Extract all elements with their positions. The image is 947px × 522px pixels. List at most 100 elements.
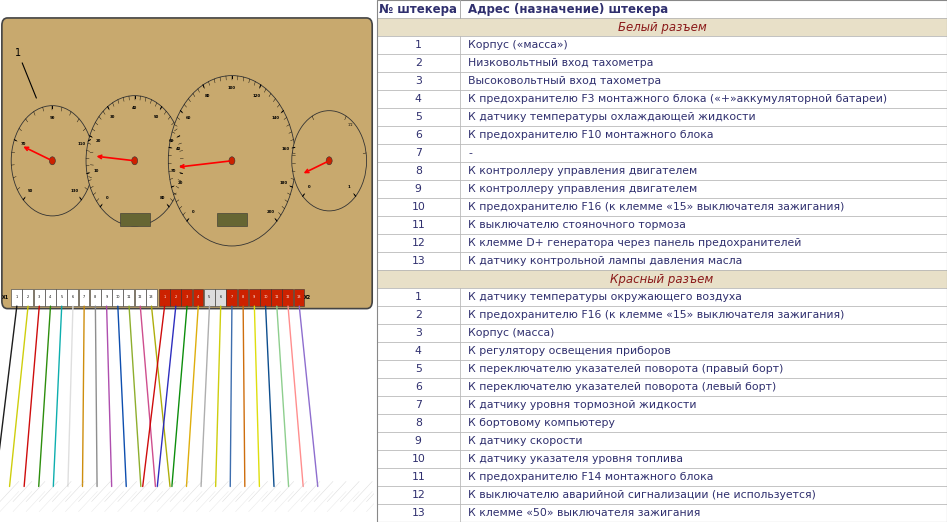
Text: 50: 50 [27, 189, 32, 193]
Bar [271, 289, 282, 306]
Text: 0: 0 [308, 185, 311, 189]
Text: 13: 13 [149, 295, 153, 299]
Text: 8: 8 [94, 295, 97, 299]
Text: 20: 20 [178, 181, 183, 185]
Text: К предохранителю F16 (к клемме «15» выключателя зажигания): К предохранителю F16 (к клемме «15» выкл… [468, 310, 845, 320]
Bar [459, 252, 947, 270]
Bar [377, 234, 459, 252]
Text: 13: 13 [296, 295, 301, 299]
Circle shape [169, 76, 295, 246]
Bar [459, 288, 947, 306]
Bar [377, 90, 459, 108]
Text: 10: 10 [116, 295, 120, 299]
Text: 3: 3 [38, 295, 40, 299]
Text: 130: 130 [71, 189, 79, 193]
FancyBboxPatch shape [2, 18, 372, 309]
Text: 6: 6 [72, 295, 74, 299]
Bar [377, 270, 947, 288]
Text: 12: 12 [286, 295, 290, 299]
Bar [182, 289, 192, 306]
Text: 3: 3 [186, 295, 188, 299]
Text: 10: 10 [411, 454, 425, 464]
Bar [459, 234, 947, 252]
Text: 11: 11 [411, 472, 425, 482]
Bar [134, 289, 146, 306]
Text: 40: 40 [132, 106, 137, 110]
Bar [459, 0, 947, 18]
Bar [377, 198, 459, 216]
Text: Красный разъем: Красный разъем [610, 272, 714, 286]
Text: X2: X2 [304, 295, 312, 300]
Circle shape [326, 157, 332, 165]
Bar [377, 252, 459, 270]
Circle shape [11, 105, 94, 216]
Text: 11: 11 [411, 220, 425, 230]
Text: К клемме «50» выключателя зажигания: К клемме «50» выключателя зажигания [468, 508, 701, 518]
Bar [282, 289, 294, 306]
Text: 60: 60 [169, 139, 173, 143]
Text: 12: 12 [411, 238, 425, 248]
Text: 3: 3 [415, 76, 421, 86]
Text: 80: 80 [205, 94, 210, 98]
Text: 1: 1 [348, 185, 350, 189]
Text: 7: 7 [415, 148, 421, 158]
Bar [459, 216, 947, 234]
Bar [34, 289, 45, 306]
Bar [377, 432, 459, 450]
Bar [459, 144, 947, 162]
Bar [90, 289, 100, 306]
Text: 9: 9 [253, 295, 256, 299]
Text: К предохранителю F16 (к клемме «15» выключателя зажигания): К предохранителю F16 (к клемме «15» выкл… [468, 202, 845, 212]
Text: 50: 50 [153, 115, 159, 119]
Bar [459, 198, 947, 216]
Text: 5: 5 [61, 295, 63, 299]
Bar [249, 289, 259, 306]
Bar [377, 36, 459, 54]
Bar [459, 108, 947, 126]
Text: Высоковольтный вход тахометра: Высоковольтный вход тахометра [468, 76, 661, 86]
Text: 100: 100 [228, 86, 236, 90]
Bar [170, 289, 181, 306]
Bar [377, 342, 459, 360]
Bar [377, 378, 459, 396]
Bar [377, 108, 459, 126]
Bar [459, 72, 947, 90]
Text: К выключателю стояночного тормоза: К выключателю стояночного тормоза [468, 220, 686, 230]
Bar [377, 396, 459, 414]
Text: Адрес (назначение) штекера: Адрес (назначение) штекера [468, 3, 669, 16]
Text: К переключателю указателей поворота (правый борт): К переключателю указателей поворота (пра… [468, 364, 783, 374]
Text: 2: 2 [174, 295, 177, 299]
Text: К бортовому компьютеру: К бортовому компьютеру [468, 418, 615, 428]
Bar [377, 126, 459, 144]
Text: 120: 120 [253, 94, 260, 98]
Text: X1: X1 [2, 295, 9, 300]
Bar [123, 289, 134, 306]
Text: 12: 12 [138, 295, 142, 299]
Bar [459, 450, 947, 468]
Text: 5: 5 [415, 112, 421, 122]
Bar [377, 450, 459, 468]
Bar [377, 504, 459, 522]
Text: К контроллеру управления двигателем: К контроллеру управления двигателем [468, 184, 697, 194]
Text: К датчику скорости: К датчику скорости [468, 436, 582, 446]
Bar [377, 54, 459, 72]
Text: 70: 70 [20, 143, 26, 147]
Bar [45, 289, 56, 306]
Bar [226, 289, 237, 306]
Text: 30: 30 [110, 115, 116, 119]
Text: 4: 4 [49, 295, 51, 299]
Bar [101, 289, 112, 306]
Bar [459, 504, 947, 522]
Text: 2: 2 [415, 310, 421, 320]
Text: 1: 1 [15, 295, 18, 299]
Bar [217, 213, 247, 226]
Bar [79, 289, 89, 306]
Text: 0: 0 [192, 210, 195, 214]
Bar [377, 72, 459, 90]
Bar [459, 468, 947, 486]
Bar [459, 360, 947, 378]
Text: К предохранителю F14 монтажного блока: К предохранителю F14 монтажного блока [468, 472, 713, 482]
Bar [23, 289, 33, 306]
Bar [377, 324, 459, 342]
Circle shape [49, 157, 55, 165]
